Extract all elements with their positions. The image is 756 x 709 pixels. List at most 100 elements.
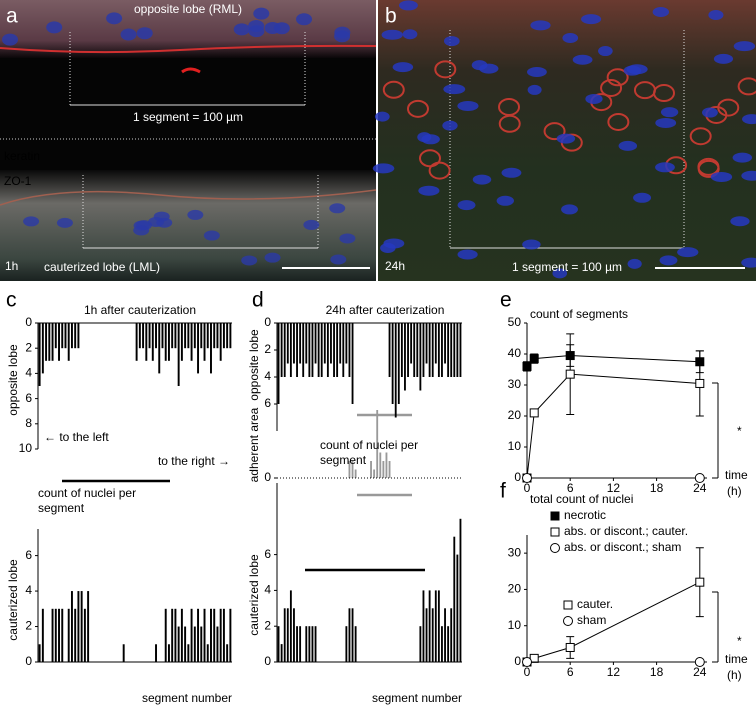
subtitle: count of nuclei per segment (320, 438, 419, 467)
bar (326, 323, 329, 377)
bar (323, 323, 326, 364)
bar (58, 608, 60, 662)
marker (522, 361, 532, 371)
cell (498, 97, 521, 116)
bar (70, 591, 73, 662)
nucleus (742, 114, 756, 125)
nucleus (457, 100, 479, 111)
panel-label: f (500, 480, 506, 503)
nucleus (702, 107, 718, 118)
nucleus (2, 33, 19, 46)
annotation: to the right → (158, 454, 230, 468)
bar (404, 323, 406, 391)
bar (422, 323, 425, 377)
bar (226, 644, 229, 662)
time-label: 1h (5, 259, 18, 273)
nucleus (248, 20, 265, 33)
bar (203, 323, 206, 361)
x-axis-label: segment number (372, 691, 462, 705)
bar (293, 608, 295, 662)
bar (41, 323, 44, 374)
bar (193, 323, 196, 349)
nucleus (496, 195, 514, 206)
nucleus (623, 65, 642, 76)
nucleus (572, 54, 593, 65)
stain-label: keratin (4, 149, 40, 163)
nucleus (457, 249, 478, 260)
bar (226, 323, 229, 349)
nucleus (552, 268, 568, 279)
membrane (0, 189, 377, 206)
nucleus (677, 247, 699, 258)
bar (135, 323, 138, 361)
bar (190, 323, 193, 361)
bar (164, 608, 167, 662)
nucleus (618, 140, 638, 151)
y-tick-label: 4 (264, 369, 271, 383)
micrograph-a (0, 0, 377, 281)
time-label: 24h (385, 259, 405, 273)
bar (193, 626, 196, 662)
x-tick-label: 6 (567, 481, 574, 495)
bar (447, 626, 450, 662)
bar (422, 590, 425, 662)
bar (187, 644, 190, 662)
bar (394, 323, 397, 418)
chart-title: count of segments (530, 307, 628, 321)
bar (385, 452, 388, 478)
nucleus (501, 167, 522, 178)
bar (305, 323, 308, 364)
y-tick-label: 30 (508, 545, 522, 559)
bar (138, 323, 141, 349)
nucleus (106, 12, 123, 25)
y-tick-label: 4 (25, 583, 32, 597)
bar (456, 554, 459, 662)
y-axis-label: cauterized lobe (6, 559, 20, 641)
nucleus (561, 204, 578, 215)
bar (428, 323, 431, 377)
nucleus (741, 257, 756, 268)
nucleus (296, 13, 313, 26)
y-tick-label: 50 (508, 315, 522, 329)
nucleus (273, 22, 290, 35)
image-labels: a opposite lobe (RML) 1 segment = 100 µm… (4, 2, 622, 274)
x-tick-label: 18 (650, 481, 664, 495)
legend-label: abs. or discont.; sham (564, 540, 681, 554)
bar (413, 323, 416, 377)
caption: opposite lobe (RML) (134, 2, 242, 16)
annotation: * (737, 424, 742, 438)
cell (382, 80, 405, 99)
bar (167, 644, 170, 662)
bar (453, 536, 456, 662)
cell (717, 98, 740, 117)
y-tick-label: 10 (19, 441, 33, 455)
y-tick-label: 2 (25, 619, 32, 633)
bar (314, 323, 317, 364)
bar (80, 591, 83, 662)
bar (229, 608, 232, 662)
nucleus (710, 171, 733, 182)
stain-label: ZO-1 (4, 174, 32, 188)
bar (158, 323, 161, 374)
nucleus (398, 0, 418, 11)
bar (425, 608, 428, 662)
marker (522, 473, 532, 483)
legend-label: cauter. (577, 597, 613, 611)
y-axis-label: opposite lobe (247, 329, 261, 401)
bar (283, 323, 286, 377)
legend-marker (550, 511, 560, 521)
marker (529, 354, 539, 364)
significance-bracket (712, 382, 719, 479)
bar (317, 323, 320, 377)
y-tick-label: 2 (25, 340, 32, 354)
series-line (526, 355, 700, 367)
bar (206, 323, 209, 349)
cell (428, 161, 451, 180)
bar (444, 608, 446, 662)
bar (219, 608, 222, 662)
bar (222, 323, 225, 349)
nucleus (479, 63, 499, 74)
bar (320, 323, 323, 377)
bar (58, 323, 60, 361)
